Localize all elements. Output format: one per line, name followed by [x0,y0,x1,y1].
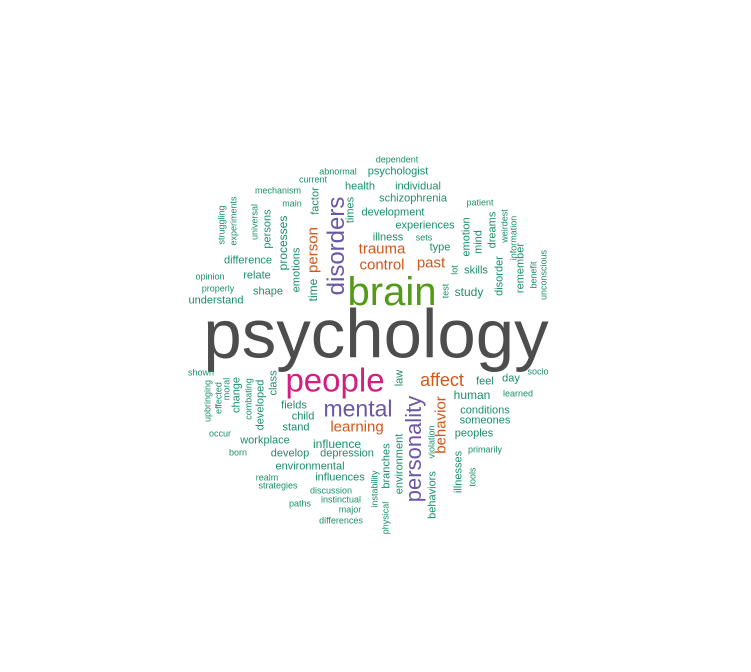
word-stand: stand [282,421,310,434]
word-trauma: trauma [358,240,406,258]
word-instability: instability [369,470,380,508]
word-realm: realm [255,472,279,483]
word-major: major [338,504,362,515]
word-opinion: opinion [195,271,225,282]
word-brain: brain [347,270,437,314]
word-psychology: psychology [203,295,549,373]
word-born: born [228,447,248,458]
word-understand: understand [188,294,244,307]
word-emotions: emotions [290,247,303,293]
word-relate: relate [243,269,271,282]
word-developed: developed [254,379,267,431]
word-depression: depression [320,447,374,460]
word-persons: persons [261,209,274,249]
word-struggling: struggling [216,205,227,245]
word-affect: affect [420,370,464,390]
word-physical: physical [380,501,391,535]
word-study: study [454,285,484,299]
word-behaviors: behaviors [426,471,439,519]
word-properly: properly [201,283,235,294]
word-people: people [285,361,385,399]
word-benefit: benefit [528,261,539,289]
word-socio: socio [527,366,549,377]
word-learned: learned [502,388,534,399]
word-abnormal: abnormal [319,166,357,177]
word-someones: someones [459,414,511,427]
word-psychologist: psychologist [367,165,429,178]
word-main: main [282,198,302,209]
word-combating: combating [243,378,254,420]
word-environmental: environmental [275,460,345,473]
word-sets: sets [415,232,433,243]
word-violation: violation [426,425,437,459]
word-feel: feel [476,375,494,388]
word-experiences: experiences [395,219,455,232]
word-lot: lot [449,265,460,275]
word-experiments: experiments [228,196,239,246]
word-unconscious: unconscious [538,249,549,301]
word-individual: individual [395,180,441,193]
word-conditions: conditions [460,404,510,417]
word-health: health [345,180,375,193]
word-peoples: peoples [454,427,494,440]
word-schizophrenia: schizophrenia [379,192,447,205]
word-day: day [502,372,520,385]
word-class: class [267,370,280,396]
word-branches: branches [380,443,393,489]
word-dreams: dreams [486,211,499,249]
word-environment: environment [393,433,406,495]
word-development: development [361,206,425,219]
word-influences: influences [315,471,365,484]
word-times: times [344,196,357,224]
word-law: law [393,369,406,387]
word-mental: mental [323,395,393,422]
word-past: past [416,254,446,272]
word-current: current [298,174,328,185]
word-tools: tools [467,467,478,487]
word-mind: mind [472,230,485,254]
word-differences: differences [319,515,363,526]
word-type: type [429,241,451,254]
word-learning: learning [330,418,384,436]
word-change: change [230,376,243,414]
word-workplace: workplace [240,434,290,447]
word-patient: patient [466,197,494,208]
word-paths: paths [288,498,312,509]
word-shape: shape [253,285,283,298]
word-time: time [306,278,320,302]
word-strategies: strategies [258,480,298,491]
word-illnesses: illnesses [452,450,465,494]
word-emotion: emotion [460,217,473,257]
word-shown: shown [187,367,215,378]
word-mechanism: mechanism [254,185,302,196]
word-primarily: primarily [467,444,503,455]
word-discussion: discussion [309,485,353,496]
word-factor: factor [309,187,322,215]
word-fields: fields [281,399,307,412]
word-person: person [304,227,322,273]
word-instinctual: instinctual [320,494,362,505]
word-human: human [453,388,491,402]
word-child: child [291,410,315,423]
word-dependent: dependent [375,154,419,165]
word-processes: processes [276,215,290,271]
word-upbringing: upbringing [202,379,213,423]
word-illness: illness [372,231,404,244]
word-personality: personality [401,395,426,503]
word-test: test [440,283,451,299]
word-control: control [359,256,405,274]
word-remember: remember [514,242,527,294]
word-universal: universal [249,203,260,241]
word-develop: develop [270,447,310,460]
word-skills: skills [464,264,488,277]
word-occur: occur [208,428,232,439]
word-influence: influence [312,437,362,451]
word-disorder: disorder [493,256,506,296]
word-difference: difference [223,254,273,267]
